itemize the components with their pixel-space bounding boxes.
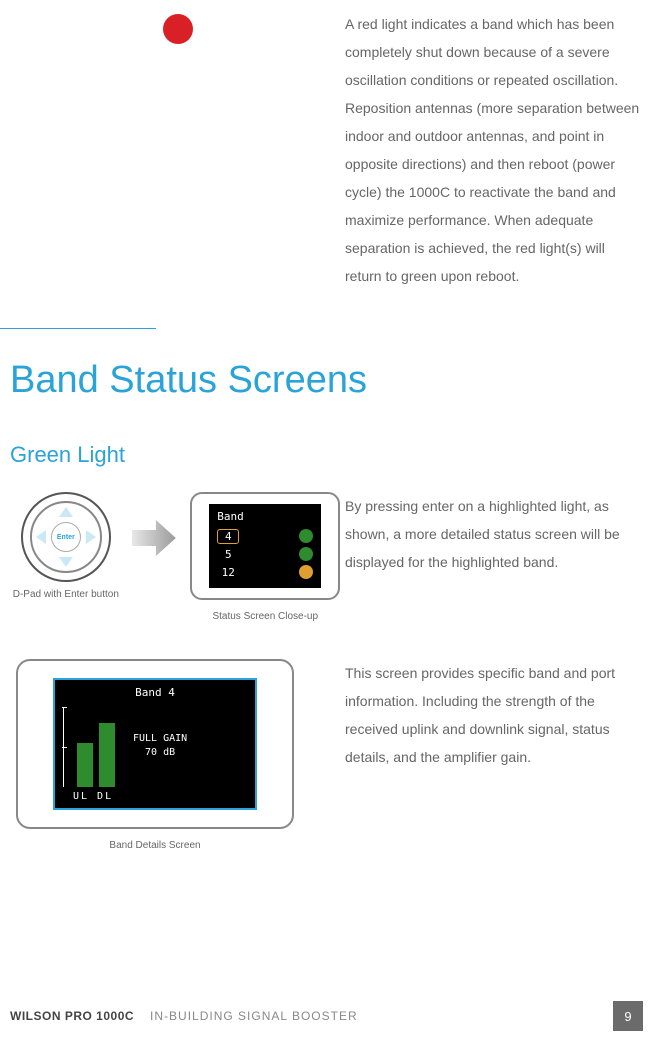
section-title: Band Status Screens: [0, 329, 653, 402]
lcd-gain-line1: FULL GAIN: [133, 732, 187, 746]
status-figures: Enter D-Pad with Enter button Band: [10, 492, 345, 623]
footer-product-name: WILSON PRO 1000C: [10, 1009, 134, 1023]
subsection-title: Green Light: [0, 402, 653, 492]
details-paragraph: This screen provides specific band and p…: [345, 659, 643, 771]
lcd-gain-line2: 70 dB: [133, 746, 187, 760]
status-paragraph: By pressing enter on a highlighted light…: [345, 492, 643, 576]
dpad-caption: D-Pad with Enter button: [13, 588, 119, 601]
dpad-down-icon: [59, 557, 73, 567]
details-row: Band 4 FULL GAIN 70 dB UL DL Band Detail…: [0, 623, 653, 852]
status-screen-caption: Status Screen Close-up: [212, 610, 318, 623]
status-row: Enter D-Pad with Enter button Band: [0, 492, 653, 623]
lcd-status-dot-icon: [299, 547, 313, 561]
lcd-band-number: 12: [217, 566, 239, 579]
lcd-status-dot-icon: [299, 529, 313, 543]
footer-product-subtitle: IN-BUILDING SIGNAL BOOSTER: [150, 1009, 358, 1023]
page-number: 9: [613, 1001, 643, 1031]
details-caption: Band Details Screen: [109, 839, 200, 852]
arrow-right-icon: [130, 514, 178, 562]
lcd-signal-bar: [99, 723, 115, 787]
page-footer: WILSON PRO 1000C IN-BUILDING SIGNAL BOOS…: [0, 1001, 653, 1031]
red-light-icon: [163, 14, 193, 44]
device-frame-large: Band 4 FULL GAIN 70 dB UL DL: [16, 659, 294, 829]
lcd-large-title: Band 4: [63, 686, 247, 699]
device-frame: Band 4 5 12: [190, 492, 340, 600]
details-figure: Band 4 FULL GAIN 70 dB UL DL Band Detail…: [10, 659, 300, 852]
lcd-title: Band: [217, 510, 313, 523]
red-light-row: A red light indicates a band which has b…: [0, 0, 653, 290]
footer-left: WILSON PRO 1000C IN-BUILDING SIGNAL BOOS…: [10, 1009, 358, 1023]
red-indicator-column: [10, 10, 345, 290]
lcd-row: 12: [217, 563, 313, 581]
lcd-screen-large: Band 4 FULL GAIN 70 dB UL DL: [53, 678, 257, 810]
lcd-row: 4: [217, 527, 313, 545]
status-screen-figure: Band 4 5 12 Status Screen Close-up: [186, 492, 346, 623]
dpad-up-icon: [59, 507, 73, 517]
lcd-large-body: FULL GAIN 70 dB: [63, 705, 247, 787]
lcd-axis-icon: [63, 707, 69, 787]
dpad-right-icon: [86, 530, 96, 544]
lcd-status-dot-icon: [299, 565, 313, 579]
dpad-enter-button: Enter: [51, 522, 81, 552]
lcd-row: 5: [217, 545, 313, 563]
page: A red light indicates a band which has b…: [0, 0, 653, 1041]
lcd-gain-text: FULL GAIN 70 dB: [133, 732, 187, 760]
lcd-signal-bar: [77, 743, 93, 787]
dpad-inner-ring: Enter: [30, 501, 102, 573]
lcd-band-number: 4: [217, 529, 239, 544]
dpad-left-icon: [36, 530, 46, 544]
dpad-figure: Enter D-Pad with Enter button: [10, 492, 122, 601]
red-light-description: A red light indicates a band which has b…: [345, 10, 643, 290]
lcd-large-footer: UL DL: [63, 791, 247, 802]
lcd-band-number: 5: [217, 548, 239, 561]
dpad-outer-ring: Enter: [21, 492, 111, 582]
lcd-screen: Band 4 5 12: [209, 504, 321, 588]
